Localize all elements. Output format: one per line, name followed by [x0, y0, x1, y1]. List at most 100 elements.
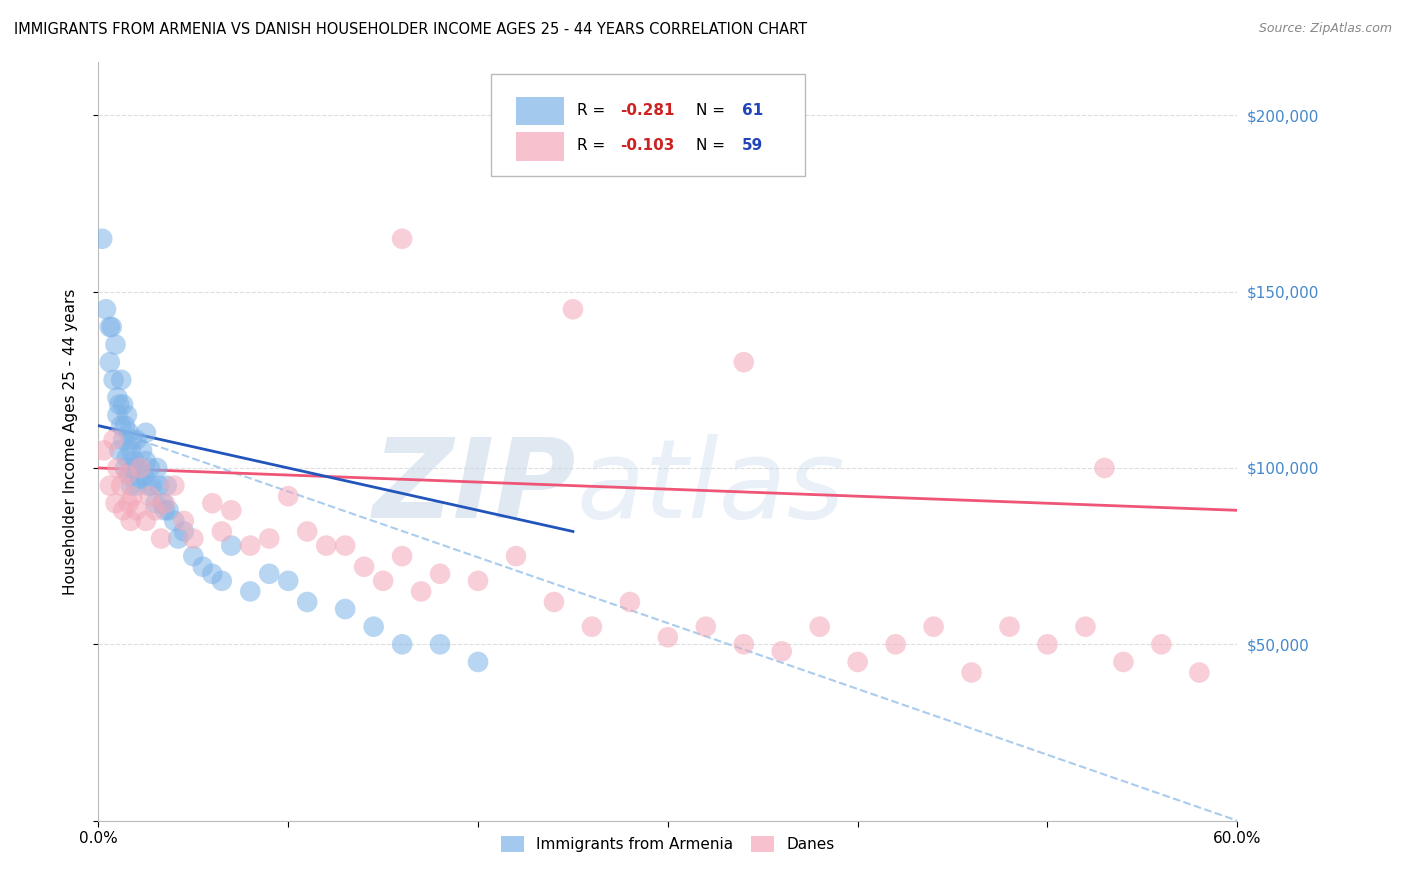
- Point: [121, 433, 143, 447]
- Point: [183, 549, 205, 563]
- Point: [104, 496, 127, 510]
- Point: [125, 503, 148, 517]
- Point: [259, 532, 281, 546]
- Text: IMMIGRANTS FROM ARMENIA VS DANISH HOUSEHOLDER INCOME AGES 25 - 44 YEARS CORRELAT: IMMIGRANTS FROM ARMENIA VS DANISH HOUSEH…: [14, 22, 807, 37]
- Point: [125, 478, 148, 492]
- Point: [98, 355, 121, 369]
- Point: [110, 418, 132, 433]
- FancyBboxPatch shape: [516, 132, 564, 161]
- Point: [733, 355, 755, 369]
- Point: [124, 454, 146, 468]
- Point: [132, 468, 155, 483]
- Point: [191, 559, 214, 574]
- Point: [167, 532, 190, 546]
- Point: [153, 496, 176, 510]
- Point: [136, 478, 159, 492]
- Point: [104, 337, 127, 351]
- Point: [183, 532, 205, 546]
- Point: [115, 468, 138, 483]
- Point: [93, 443, 115, 458]
- Point: [619, 595, 641, 609]
- Point: [371, 574, 394, 588]
- Point: [118, 496, 141, 510]
- Point: [112, 503, 135, 517]
- Point: [108, 397, 131, 411]
- Point: [135, 454, 157, 468]
- Point: [107, 391, 129, 405]
- Point: [118, 468, 141, 483]
- Point: [733, 637, 755, 651]
- Text: atlas: atlas: [576, 434, 845, 541]
- Point: [277, 574, 299, 588]
- Point: [1036, 637, 1059, 651]
- Point: [1150, 637, 1173, 651]
- Point: [391, 637, 413, 651]
- Text: N =: N =: [696, 103, 730, 118]
- Point: [1094, 461, 1116, 475]
- Point: [1074, 620, 1097, 634]
- Point: [108, 443, 131, 458]
- Point: [115, 408, 138, 422]
- Point: [581, 620, 603, 634]
- Text: Source: ZipAtlas.com: Source: ZipAtlas.com: [1258, 22, 1392, 36]
- Point: [120, 443, 142, 458]
- Point: [1188, 665, 1211, 680]
- Text: R =: R =: [576, 138, 610, 153]
- Point: [211, 524, 233, 539]
- Point: [121, 461, 143, 475]
- Point: [152, 496, 174, 510]
- Point: [91, 232, 114, 246]
- Point: [110, 478, 132, 492]
- Point: [429, 566, 451, 581]
- Point: [114, 461, 136, 475]
- Point: [1112, 655, 1135, 669]
- Point: [363, 620, 385, 634]
- Point: [391, 549, 413, 563]
- Point: [297, 595, 319, 609]
- Point: [131, 443, 153, 458]
- Point: [770, 644, 793, 658]
- Point: [277, 489, 299, 503]
- Point: [118, 425, 141, 440]
- Point: [107, 461, 129, 475]
- Point: [120, 514, 142, 528]
- Point: [112, 397, 135, 411]
- Text: -0.281: -0.281: [620, 103, 675, 118]
- Point: [157, 503, 180, 517]
- Point: [960, 665, 983, 680]
- Point: [211, 574, 233, 588]
- Point: [163, 478, 186, 492]
- Point: [107, 408, 129, 422]
- Point: [221, 539, 243, 553]
- Point: [467, 655, 489, 669]
- Point: [135, 425, 157, 440]
- Point: [173, 524, 195, 539]
- Point: [141, 478, 163, 492]
- Point: [922, 620, 945, 634]
- Point: [297, 524, 319, 539]
- Point: [239, 539, 262, 553]
- Point: [145, 503, 167, 517]
- Point: [114, 418, 136, 433]
- Point: [153, 503, 176, 517]
- Point: [808, 620, 831, 634]
- Text: 59: 59: [742, 138, 763, 153]
- Point: [429, 637, 451, 651]
- Point: [201, 566, 224, 581]
- Point: [120, 478, 142, 492]
- Point: [98, 320, 121, 334]
- Point: [505, 549, 527, 563]
- Point: [150, 532, 173, 546]
- Point: [353, 559, 375, 574]
- Point: [121, 489, 143, 503]
- Point: [411, 584, 433, 599]
- Point: [543, 595, 565, 609]
- Text: 61: 61: [742, 103, 763, 118]
- Point: [100, 320, 122, 334]
- Point: [998, 620, 1021, 634]
- Point: [138, 489, 160, 503]
- Point: [115, 450, 138, 465]
- Point: [391, 232, 413, 246]
- FancyBboxPatch shape: [516, 96, 564, 126]
- Text: N =: N =: [696, 138, 730, 153]
